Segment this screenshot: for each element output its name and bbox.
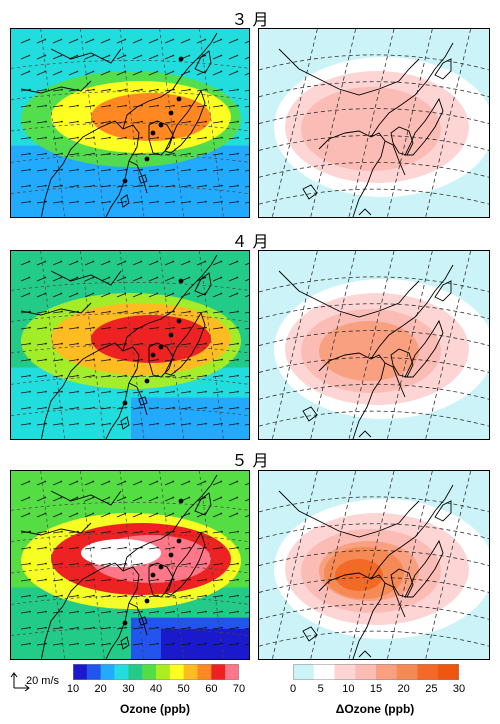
ozone-colorbar-title: Ozone (ppb) [120,702,190,716]
station-dot [158,564,164,570]
colorbar-tick-label: 40 [149,683,163,695]
station-dot [178,56,184,62]
ozone-colorbar [73,664,239,680]
station-dot [144,156,150,162]
colorbar-tick-label: 15 [369,683,383,695]
colorbar-swatch [114,664,129,680]
station-dot [158,122,164,128]
colorbar-tick-label: 70 [232,683,246,695]
month-label-may: ５ 月 [231,451,269,470]
colorbar-swatch [183,664,198,680]
colorbar-tick-label: 20 [397,683,410,695]
delta-ozone-map-april [258,250,490,440]
station-dot [178,278,184,284]
ozone-map-april [10,250,250,440]
colorbar-swatch [156,664,171,680]
colorbar-tick-label: 60 [205,683,218,695]
colorbar-tick-label: 10 [342,683,355,695]
colorbar-swatch [334,664,356,680]
colorbar-tick-label: 20 [94,683,107,695]
colorbar-swatch [396,664,418,680]
colorbar-tick-label: 50 [177,683,190,695]
month-label-march: ３ 月 [231,10,269,29]
colorbar-swatch [142,664,157,680]
station-dot [168,332,174,338]
colorbar-tick-label: 5 [317,683,324,695]
colorbar-swatch [225,664,239,680]
colorbar-swatch [438,664,459,680]
delta-ozone-map-may [258,470,490,660]
colorbar-swatch [86,664,102,680]
station-dot [168,552,174,558]
colorbar-swatch [376,664,398,680]
colorbar-swatch [293,664,315,680]
station-dot [176,96,182,102]
delta-ozone-map-march [258,28,490,218]
month-label-april: ４ 月 [231,232,269,251]
colorbar-swatch [100,664,115,680]
station-dot [150,130,156,136]
ozone-map-march [10,28,250,218]
colorbar-tick-label: 10 [66,683,80,695]
colorbar-swatch [417,664,439,680]
station-dot [158,344,164,350]
station-dot [150,572,156,578]
delta-ozone-colorbar-title: ΔOzone (ppb) [335,702,415,716]
colorbar-swatch [128,664,143,680]
colorbar-tick-label: 25 [425,683,438,695]
colorbar-swatch [211,664,226,680]
colorbar-swatch [73,664,88,680]
station-dot [150,352,156,358]
colorbar-swatch [169,664,185,680]
station-dot [168,110,174,116]
wind-scale-arrow-icon [10,672,30,692]
station-dot [176,538,182,544]
station-dot [122,178,128,184]
station-dot [176,318,182,324]
station-dot [122,400,128,406]
station-dot [144,378,150,384]
station-dot [144,598,150,604]
colorbar-swatch [355,664,377,680]
colorbar-tick-label: 30 [122,683,135,695]
station-dot [122,620,128,626]
station-dot [178,498,184,504]
colorbar-swatch [313,664,335,680]
ozone-map-may [10,470,250,660]
colorbar-tick-label: 0 [289,683,297,695]
wind-scale-label: 20 m/s [26,675,60,687]
delta-ozone-colorbar [293,664,459,680]
colorbar-swatch [197,664,212,680]
colorbar-tick-label: 30 [452,683,466,695]
